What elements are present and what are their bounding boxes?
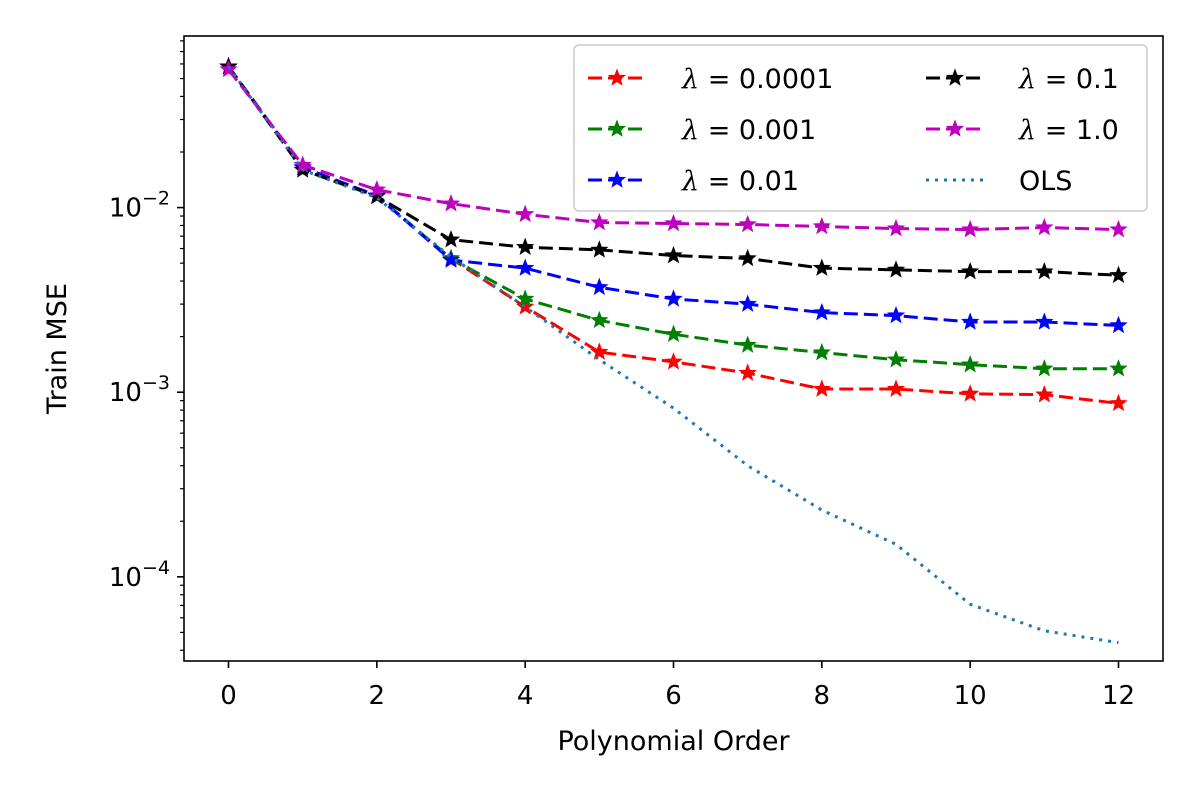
legend-label-5: OLS xyxy=(1019,166,1072,197)
legend-marker-1 xyxy=(607,119,627,137)
series-3-point-4 xyxy=(516,237,535,256)
series-2-point-5 xyxy=(590,277,609,296)
legend-marker-4 xyxy=(945,119,965,137)
x-tick-label-5: 10 xyxy=(954,681,987,711)
series-3-point-12 xyxy=(1109,265,1128,284)
series-1-point-7 xyxy=(738,335,757,353)
series-4-point-6 xyxy=(664,213,683,232)
series-3-point-11 xyxy=(1035,261,1054,280)
x-axis-label: Polynomial Order xyxy=(557,726,790,757)
series-4-point-12 xyxy=(1109,219,1128,238)
axis-ticks: 0 2 4 6 8 10 12 10−2 10−3 10−4 xyxy=(109,40,1135,711)
y-tick-label-1: 10−3 xyxy=(109,372,170,408)
series-0-point-12 xyxy=(1109,393,1128,412)
series-3-point-9 xyxy=(886,260,906,278)
series-1-point-9 xyxy=(886,350,906,368)
series-3-point-8 xyxy=(812,258,831,276)
series-2-point-12 xyxy=(1109,315,1128,334)
series-1-point-5 xyxy=(590,310,609,329)
series-2-point-4 xyxy=(516,258,535,276)
legend-label-4: λ = 1.0 xyxy=(1018,115,1119,146)
series-0-point-6 xyxy=(664,352,683,370)
series-3-point-10 xyxy=(961,261,980,280)
y-tick-label-0: 10−2 xyxy=(109,188,170,224)
series-4-point-3 xyxy=(441,194,461,212)
legend-box xyxy=(573,44,1148,212)
series-4-point-10 xyxy=(961,219,980,238)
series-3-point-7 xyxy=(738,248,757,267)
series-3-point-6 xyxy=(664,245,683,264)
series-0-point-8 xyxy=(812,379,831,397)
legend-label-3: λ = 0.1 xyxy=(1018,64,1119,95)
x-tick-label-3: 6 xyxy=(665,681,682,711)
series-2-point-3 xyxy=(441,250,461,268)
series-1-point-6 xyxy=(664,324,683,343)
legend-marker-3 xyxy=(945,68,965,86)
legend-label-0: λ = 0.0001 xyxy=(681,64,833,95)
y-tick-label-2: 10−4 xyxy=(109,557,170,593)
series-1-point-11 xyxy=(1035,359,1054,377)
series-0-point-7 xyxy=(738,363,757,381)
series-4-point-4 xyxy=(516,204,535,223)
series-1-point-10 xyxy=(961,355,980,373)
series-1-point-12 xyxy=(1109,359,1128,377)
series-4 xyxy=(219,59,1128,238)
series-0-point-4 xyxy=(516,297,535,315)
series-0-point-10 xyxy=(961,384,980,402)
legend-marker-2 xyxy=(607,170,627,188)
series-line-5 xyxy=(227,65,1119,645)
series-4-point-9 xyxy=(886,218,906,237)
series-4-point-2 xyxy=(367,180,386,198)
y-axis-label: Train MSE xyxy=(42,283,73,415)
series-3-point-3 xyxy=(441,230,461,248)
series-3-point-2 xyxy=(367,186,386,205)
series-4-point-11 xyxy=(1035,217,1054,236)
series-3-point-5 xyxy=(590,240,609,258)
series-2-point-8 xyxy=(812,302,831,321)
series-0-point-11 xyxy=(1035,385,1054,403)
x-tick-label-4: 8 xyxy=(814,681,831,711)
legend-label-1: λ = 0.001 xyxy=(681,115,816,146)
x-tick-label-6: 12 xyxy=(1102,681,1135,711)
legend: λ = 0.0001 λ = 0.001 λ = 0.01 λ = 0.1 λ = 1.… xyxy=(573,44,1148,212)
series-2-point-6 xyxy=(664,289,683,307)
series-2-point-7 xyxy=(738,294,757,312)
plot-area xyxy=(219,57,1128,645)
series-5 xyxy=(227,65,1119,645)
legend-marker-0 xyxy=(607,68,627,86)
series-1-point-4 xyxy=(516,289,535,307)
series-0-point-5 xyxy=(590,342,609,360)
series-4-point-7 xyxy=(738,214,757,233)
series-4-point-5 xyxy=(590,212,609,231)
x-tick-label-0: 0 xyxy=(220,681,237,711)
x-tick-label-1: 2 xyxy=(369,681,386,711)
series-2-point-10 xyxy=(961,312,980,330)
series-2-point-9 xyxy=(886,305,906,324)
series-4-point-8 xyxy=(812,216,831,235)
series-0-point-9 xyxy=(886,379,906,397)
x-tick-label-2: 4 xyxy=(517,681,534,711)
series-2-point-11 xyxy=(1035,312,1054,330)
series-1-point-8 xyxy=(812,342,831,361)
legend-label-2: λ = 0.01 xyxy=(681,166,799,197)
